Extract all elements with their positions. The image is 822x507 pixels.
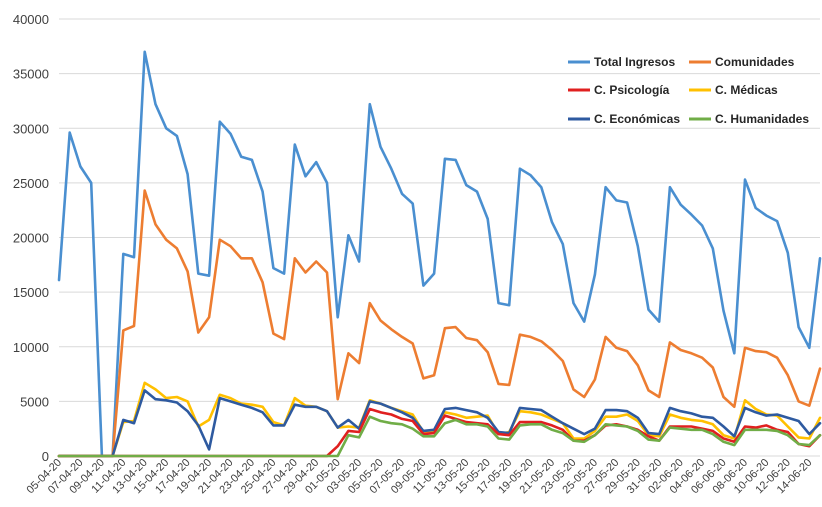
legend-label: C. Económicas [594, 112, 680, 126]
legend-label: C. Médicas [715, 83, 778, 97]
series-line-comunidades [57, 189, 822, 458]
y-tick-label: 15000 [13, 285, 49, 300]
y-tick-label: 20000 [13, 231, 49, 246]
y-tick-label: 0 [42, 449, 49, 464]
y-tick-label: 10000 [13, 340, 49, 355]
series-line-c-humanidades [57, 415, 822, 458]
y-tick-label: 25000 [13, 176, 49, 191]
legend-label: Comunidades [715, 55, 795, 69]
series-line-total-ingresos [57, 50, 822, 458]
y-axis-ticks: 0 5000 10000 15000 20000 25000 30000 35000 40000 [13, 12, 49, 464]
gridlines [59, 18, 820, 457]
legend: Total Ingresos Comunidades C. Psicología C.… [568, 55, 809, 126]
series-line-c-econ-micas [57, 389, 822, 458]
y-tick-label: 40000 [13, 12, 49, 27]
y-tick-label: 5000 [20, 394, 49, 409]
y-tick-label: 30000 [13, 121, 49, 136]
y-tick-label: 35000 [13, 67, 49, 82]
legend-label: C. Psicología [594, 83, 670, 97]
legend-label: Total Ingresos [594, 55, 675, 69]
series-lines [57, 50, 822, 458]
x-axis-ticks: 05-04-2007-04-2009-04-2011-04-2013-04-20… [24, 457, 814, 497]
legend-label: C. Humanidades [715, 112, 809, 126]
